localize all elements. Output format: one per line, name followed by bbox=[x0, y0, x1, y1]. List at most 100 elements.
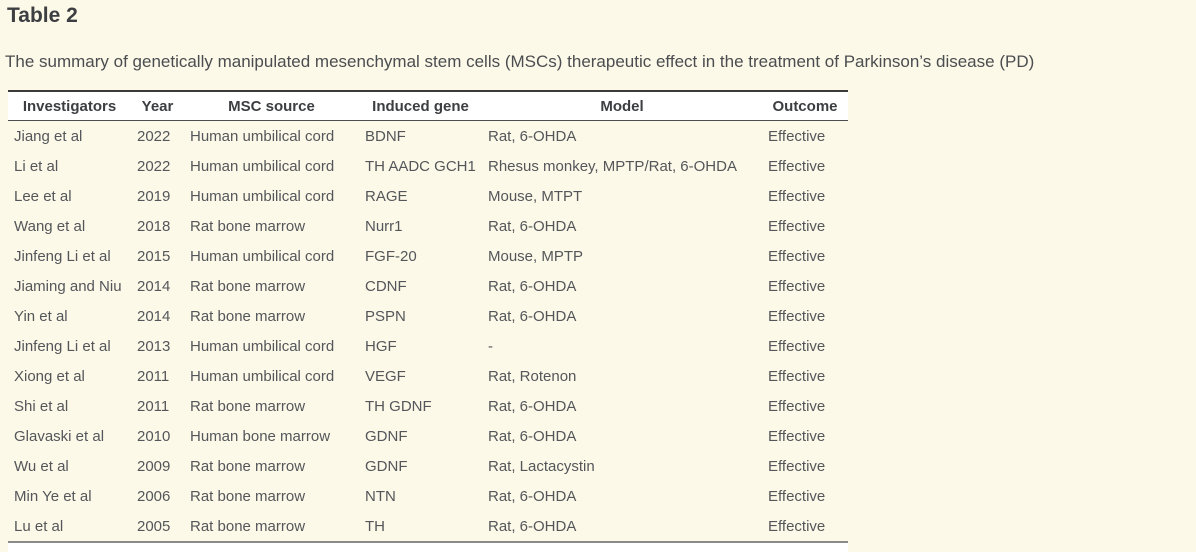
table-row: Lu et al 2005 Rat bone marrow TH Rat, 6-OHDA… bbox=[8, 511, 848, 542]
table-cell: Effective bbox=[768, 367, 826, 385]
table-cell: HGF bbox=[365, 337, 397, 355]
table-cell: 2011 bbox=[137, 397, 170, 415]
table-cell: CDNF bbox=[365, 277, 407, 295]
table-cell: 2014 bbox=[137, 307, 171, 325]
table-cell: 2015 bbox=[137, 247, 171, 265]
table-cell: 2006 bbox=[137, 487, 171, 505]
table-cell: Jiaming and Niu bbox=[14, 277, 122, 295]
table-cell: Jiang et al bbox=[14, 127, 83, 145]
table-cell: Rat, 6-OHDA bbox=[488, 217, 577, 235]
table-cell: Lu et al bbox=[14, 517, 64, 535]
column-header-model: Model bbox=[600, 97, 644, 115]
table-cell: Effective bbox=[768, 427, 826, 445]
column-header-investigators: Investigators bbox=[22, 97, 117, 115]
table-cell: Rat, 6-OHDA bbox=[488, 397, 577, 415]
table-cell: Human umbilical cord bbox=[190, 367, 335, 385]
table-caption: The summary of genetically manipulated m… bbox=[5, 52, 1035, 71]
table-bottom-strip bbox=[8, 543, 848, 552]
table-cell: 2019 bbox=[137, 187, 171, 205]
table-cell: VEGF bbox=[365, 367, 406, 385]
table-cell: Mouse, MTPT bbox=[488, 187, 583, 205]
table-cell: Rat, Lactacystin bbox=[488, 457, 595, 475]
table-cell: TH bbox=[365, 517, 385, 535]
table-body: Jiang et al 2022 Human umbilical cord BDNF R… bbox=[8, 121, 848, 543]
table-cell: GDNF bbox=[365, 457, 408, 475]
table-cell: 2022 bbox=[137, 127, 171, 145]
table-cell: Effective bbox=[768, 217, 826, 235]
table-cell: Effective bbox=[768, 277, 826, 295]
table-cell: TH GDNF bbox=[365, 397, 432, 415]
table-cell: Rat, 6-OHDA bbox=[488, 487, 577, 505]
column-header-year: Year bbox=[141, 97, 174, 115]
table-cell: 2010 bbox=[137, 427, 171, 445]
table-row: Jiang et al 2022 Human umbilical cord BDNF R… bbox=[8, 121, 848, 152]
table-cell: Rat bone marrow bbox=[190, 307, 306, 325]
table-cell: PSPN bbox=[365, 307, 406, 325]
table-cell: - bbox=[488, 337, 493, 355]
table-cell: Rat, Rotenon bbox=[488, 367, 577, 385]
table-row: Min Ye et al 2006 Rat bone marrow NTN Rat, 6… bbox=[8, 481, 848, 511]
table-cell: Effective bbox=[768, 307, 826, 325]
table-cell: Xiong et al bbox=[14, 367, 85, 385]
table-cell: Effective bbox=[768, 337, 826, 355]
table-cell: RAGE bbox=[365, 187, 408, 205]
table-cell: Effective bbox=[768, 247, 826, 265]
table-cell: Rat, 6-OHDA bbox=[488, 307, 577, 325]
table-cell: Rat bone marrow bbox=[190, 517, 306, 535]
table-cell: Rat, 6-OHDA bbox=[488, 127, 577, 145]
table-row: Glavaski et al 2010 Human bone marrow GDNF R… bbox=[8, 421, 848, 451]
table-cell: Nurr1 bbox=[365, 217, 403, 235]
table-cell: Mouse, MPTP bbox=[488, 247, 584, 265]
table-row: Wu et al 2009 Rat bone marrow GDNF Rat, Lact… bbox=[8, 451, 848, 481]
table-cell: Rhesus monkey, MPTP/Rat, 6-OHDA bbox=[488, 157, 737, 175]
table-row: Yin et al 2014 Rat bone marrow PSPN Rat, 6-O… bbox=[8, 301, 848, 331]
summary-table: Investigators Year MSC source Induced ge… bbox=[8, 90, 848, 543]
table-cell: FGF-20 bbox=[365, 247, 417, 265]
table-cell: Rat bone marrow bbox=[190, 397, 306, 415]
column-header-msc-source: MSC source bbox=[228, 97, 315, 115]
table-cell: Rat, 6-OHDA bbox=[488, 427, 577, 445]
table-cell: 2005 bbox=[137, 517, 171, 535]
table-row: Jinfeng Li et al 2013 Human umbilical cord… bbox=[8, 331, 848, 361]
column-header-outcome: Outcome bbox=[772, 97, 838, 115]
table-cell: Human umbilical cord bbox=[190, 247, 335, 265]
table-row: Shi et al 2011 Rat bone marrow TH GDNF Rat, … bbox=[8, 391, 848, 421]
table-cell: Jinfeng Li et al bbox=[14, 247, 111, 265]
table-cell: Rat bone marrow bbox=[190, 457, 306, 475]
table-title: Table 2 bbox=[7, 4, 78, 27]
table-cell: Human umbilical cord bbox=[190, 157, 335, 175]
table-cell: Effective bbox=[768, 157, 826, 175]
table-cell: Effective bbox=[768, 487, 826, 505]
table-cell: Glavaski et al bbox=[14, 427, 105, 445]
table-row: Jinfeng Li et al 2015 Human umbilical cord… bbox=[8, 241, 848, 271]
table-cell: Rat bone marrow bbox=[190, 487, 306, 505]
table-row: Wang et al 2018 Rat bone marrow Nurr1 Rat, 6… bbox=[8, 211, 848, 241]
table-cell: Lee et al bbox=[14, 187, 72, 205]
table-cell: Human bone marrow bbox=[190, 427, 331, 445]
table-row: Jiaming and Niu 2014 Rat bone marrow CDNF Ra… bbox=[8, 271, 848, 301]
table-cell: 2018 bbox=[137, 217, 171, 235]
table-cell: Li et al bbox=[14, 157, 59, 175]
table-cell: Rat bone marrow bbox=[190, 217, 306, 235]
table-cell: Effective bbox=[768, 187, 826, 205]
table-cell: Jinfeng Li et al bbox=[14, 337, 111, 355]
table-wrapper: Investigators Year MSC source Induced ge… bbox=[8, 90, 848, 552]
table-cell: GDNF bbox=[365, 427, 408, 445]
table-cell: Human umbilical cord bbox=[190, 337, 335, 355]
table-cell: Effective bbox=[768, 397, 826, 415]
table-cell: TH AADC GCH1 bbox=[365, 157, 476, 175]
table-cell: Human umbilical cord bbox=[190, 127, 335, 145]
table-cell: Rat, 6-OHDA bbox=[488, 277, 577, 295]
table-row: Li et al 2022 Human umbilical cord TH AADC … bbox=[8, 151, 848, 181]
table-cell: Rat, 6-OHDA bbox=[488, 517, 577, 535]
table-cell: Yin et al bbox=[14, 307, 68, 325]
table-cell: Wang et al bbox=[14, 217, 86, 235]
table-cell: 2013 bbox=[137, 337, 171, 355]
table-row: Lee et al 2019 Human umbilical cord RAGE Mou… bbox=[8, 181, 848, 211]
table-row: Xiong et al 2011 Human umbilical cord VEGF R… bbox=[8, 361, 848, 391]
table-cell: Human umbilical cord bbox=[190, 187, 335, 205]
column-header-induced-gene: Induced gene bbox=[372, 97, 469, 115]
table-cell: 2014 bbox=[137, 277, 171, 295]
